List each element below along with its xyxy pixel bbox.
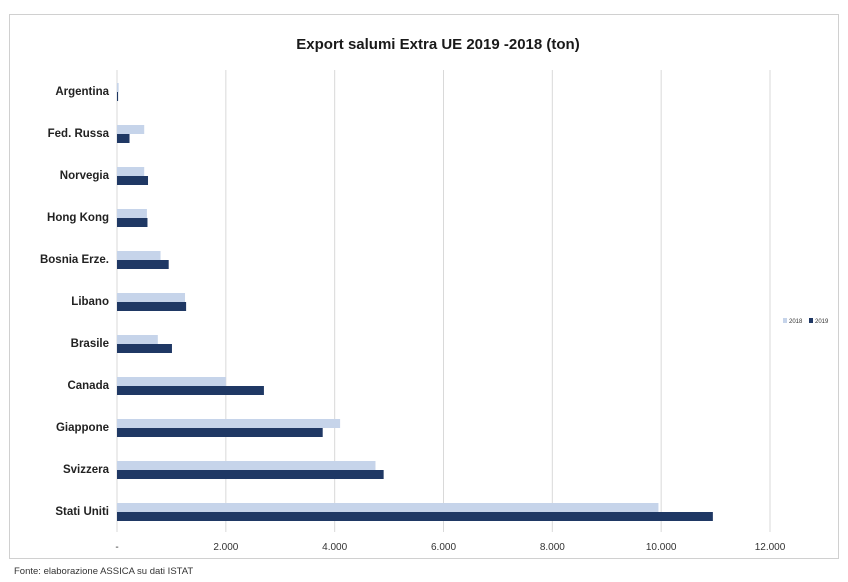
bar-2018-5 — [117, 293, 186, 302]
x-tick-label-3: 6.000 — [431, 542, 456, 553]
category-label-2: Norvegia — [60, 170, 110, 182]
x-tick-labels: - 2.000 4.000 6.000 8.000 10.000 12.000 — [115, 542, 785, 553]
x-tick-label-6: 12.000 — [755, 542, 786, 553]
bar-2019-3 — [117, 218, 148, 227]
category-labels: Argentina Fed. Russa Norvegia Hong Kong Bosn… — [40, 86, 110, 518]
bar-2018-6 — [117, 335, 158, 344]
bar-2018-3 — [117, 209, 147, 218]
x-tick-label-1: 2.000 — [213, 542, 238, 553]
bar-2018-7 — [117, 377, 226, 386]
bar-2019-6 — [117, 344, 172, 353]
bar-2018-0 — [117, 83, 119, 92]
legend: 2018 2019 — [783, 318, 829, 325]
bar-2019-5 — [117, 302, 187, 311]
bar-2018-4 — [117, 251, 161, 260]
legend-label-2018: 2018 — [789, 319, 803, 325]
category-label-3: Hong Kong — [47, 212, 109, 224]
category-label-4: Bosnia Erze. — [40, 254, 109, 266]
category-label-9: Svizzera — [63, 464, 110, 476]
bar-2019-8 — [117, 428, 323, 437]
bar-2019-1 — [117, 134, 130, 143]
bar-2019-0 — [117, 92, 119, 101]
source-note: Fonte: elaborazione ASSICA su dati ISTAT — [14, 566, 194, 577]
x-tick-label-0: - — [115, 542, 118, 553]
bar-2018-2 — [117, 167, 145, 176]
bars-layer — [117, 83, 713, 521]
x-tick-label-4: 8.000 — [540, 542, 565, 553]
category-label-8: Giappone — [56, 422, 109, 434]
bar-2018-8 — [117, 419, 341, 428]
bar-2018-1 — [117, 125, 145, 134]
bar-2018-10 — [117, 503, 659, 512]
legend-swatch-2019 — [809, 318, 813, 323]
category-label-7: Canada — [67, 380, 109, 392]
bar-2019-4 — [117, 260, 169, 269]
bar-2019-7 — [117, 386, 264, 395]
category-label-10: Stati Uniti — [55, 506, 109, 518]
category-label-0: Argentina — [55, 86, 109, 98]
legend-swatch-2018 — [783, 318, 787, 323]
chart-frame: Export salumi Extra UE 2019 -2018 (ton) … — [9, 14, 839, 559]
bar-2019-9 — [117, 470, 384, 479]
legend-label-2019: 2019 — [815, 319, 829, 325]
category-label-5: Libano — [71, 296, 109, 308]
grid-layer — [116, 70, 771, 532]
category-label-1: Fed. Russa — [48, 128, 110, 140]
category-label-6: Brasile — [71, 338, 109, 350]
chart-title: Export salumi Extra UE 2019 -2018 (ton) — [296, 36, 579, 53]
bar-2019-10 — [117, 512, 713, 521]
chart-svg: Export salumi Extra UE 2019 -2018 (ton) … — [40, 36, 829, 553]
bar-2019-2 — [117, 176, 149, 185]
x-tick-label-5: 10.000 — [646, 542, 677, 553]
bar-2018-9 — [117, 461, 376, 470]
x-tick-label-2: 4.000 — [322, 542, 347, 553]
